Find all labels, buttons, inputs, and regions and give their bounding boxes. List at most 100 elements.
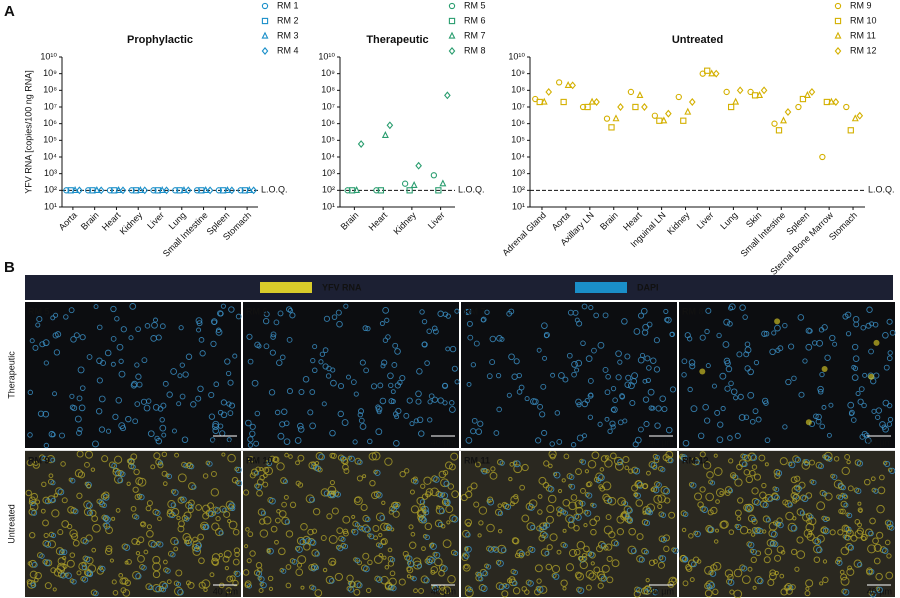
nucleus <box>638 556 645 563</box>
marker <box>430 172 438 179</box>
nucleus <box>869 591 877 598</box>
yfv-signal <box>546 504 555 514</box>
micrograph: RM 840 µm <box>679 302 896 448</box>
yfv-signal <box>113 455 123 464</box>
scale-bar-label: 40 µm <box>649 586 674 596</box>
nucleus <box>481 468 488 475</box>
yfv-signal <box>838 508 844 514</box>
nucleus <box>466 320 473 327</box>
yfv-signal <box>43 532 49 539</box>
nucleus <box>823 454 830 461</box>
yfv-signal <box>535 585 541 591</box>
yfv-signal <box>311 461 316 466</box>
nucleus <box>785 378 792 386</box>
nucleus <box>747 368 754 376</box>
yfv-signal <box>635 479 643 487</box>
nucleus <box>118 358 124 364</box>
yfv-signal <box>272 456 279 463</box>
yfv-signal <box>551 564 561 574</box>
yfv-signal <box>346 574 354 582</box>
marker <box>63 187 70 194</box>
yfv-signal <box>259 529 269 538</box>
yfv-signal <box>596 545 604 553</box>
marker <box>439 179 447 187</box>
nucleus <box>170 368 177 375</box>
nucleus <box>612 397 618 403</box>
yfv-signal <box>276 508 281 514</box>
yfv-signal <box>724 569 734 578</box>
yfv-signal <box>867 544 877 554</box>
legend-label: RM 11 <box>850 30 876 40</box>
yfv-signal <box>221 452 226 457</box>
yfv-signal <box>362 515 370 522</box>
nucleus <box>629 399 636 407</box>
nucleus <box>769 348 776 356</box>
yfv-signal <box>29 570 38 579</box>
nucleus <box>574 513 582 521</box>
nucleus <box>539 411 546 418</box>
nucleus <box>253 440 260 447</box>
nucleus <box>751 548 757 555</box>
yfv-signal <box>256 489 263 497</box>
yfv-signal <box>536 578 542 584</box>
y-tick-label: 10⁴ <box>43 151 57 161</box>
yfv-signal <box>234 551 240 558</box>
nucleus <box>495 373 502 379</box>
nucleus <box>822 527 830 535</box>
yfv-signal <box>605 514 612 521</box>
yfv-signal <box>262 466 270 474</box>
yfv-signal <box>549 533 558 542</box>
yfv-signal <box>104 547 113 556</box>
nucleus <box>104 349 112 357</box>
nucleus <box>377 382 384 389</box>
nucleus <box>775 347 781 353</box>
yfv-signal <box>548 463 553 469</box>
yfv-signal <box>155 541 161 546</box>
nucleus <box>394 348 401 355</box>
nucleus <box>642 396 650 403</box>
yfv-signal <box>537 509 543 515</box>
nucleus <box>132 418 139 425</box>
yfv-signal <box>543 460 550 467</box>
nucleus <box>228 306 235 313</box>
nucleus <box>884 460 891 467</box>
nucleus <box>194 545 201 553</box>
yfv-signal <box>648 559 656 566</box>
nucleus <box>681 455 688 462</box>
loq-label: L.O.Q. <box>261 185 288 195</box>
yfv-signal <box>295 568 304 577</box>
nucleus <box>375 404 381 410</box>
nucleus <box>68 307 75 314</box>
nucleus <box>152 317 158 323</box>
yfv-signal <box>331 507 339 515</box>
yfv-signal <box>693 530 699 536</box>
nucleus <box>826 432 832 438</box>
yfv-signal <box>140 521 147 528</box>
yfv-signal <box>588 572 597 581</box>
nucleus <box>518 384 525 391</box>
yfv-signal <box>713 453 718 458</box>
yfv-signal <box>779 573 785 579</box>
yfv-signal <box>521 463 529 472</box>
yfv-signal <box>556 511 562 517</box>
yfv-signal <box>556 549 562 555</box>
nucleus <box>335 309 342 316</box>
nucleus <box>270 331 277 338</box>
nucleus <box>50 533 56 539</box>
yfv-signal <box>847 485 854 492</box>
yfv-signal <box>264 466 273 476</box>
nucleus <box>123 544 131 551</box>
yfv-signal <box>699 451 706 458</box>
yfv-signal <box>211 553 221 562</box>
yfv-signal <box>712 561 722 571</box>
nucleus <box>363 565 370 573</box>
yfv-signal <box>249 472 256 479</box>
nucleus <box>84 556 91 563</box>
yfv-signal <box>269 455 276 462</box>
yfv-signal <box>509 578 517 587</box>
yfv-signal <box>562 498 571 507</box>
yfv-signal <box>124 579 132 587</box>
nucleus <box>642 323 650 331</box>
yfv-signal <box>750 556 757 563</box>
marker <box>180 186 188 193</box>
